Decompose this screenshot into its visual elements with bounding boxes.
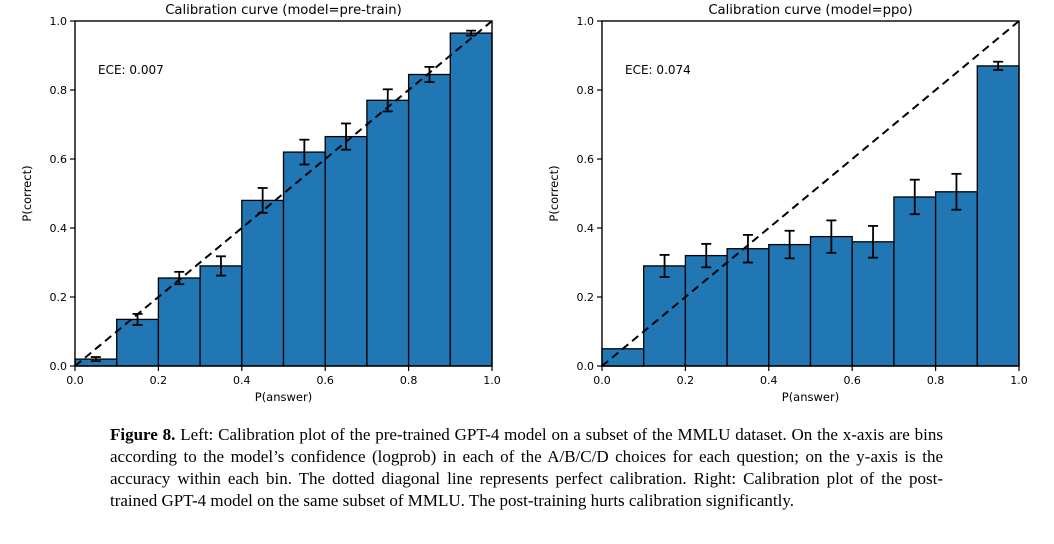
x-tick-label: 0.4: [233, 374, 251, 387]
chart-title: Calibration curve (model=ppo): [708, 3, 912, 18]
x-tick-label: 0.6: [843, 374, 861, 387]
y-tick-label: 0.6: [50, 153, 68, 166]
y-tick-label: 0.0: [577, 360, 595, 373]
histogram-bar: [893, 196, 937, 367]
x-tick-label: 0.2: [150, 374, 168, 387]
x-axis-label: P(answer): [255, 390, 312, 404]
error-bar: [826, 219, 837, 254]
error-bar: [909, 178, 920, 216]
histogram-bar: [976, 65, 1020, 367]
x-tick-label: 1.0: [483, 374, 501, 387]
y-tick-label: 1.0: [577, 15, 595, 28]
error-bar: [784, 229, 795, 260]
error-bar: [701, 242, 712, 269]
calibration-chart-ppo: 0.0 0.2 0.4 0.6 0.8 1.0 0.0 0.2 0.4 0.6 0.8 1.0 Cali…: [527, 0, 1054, 412]
ece-annotation: ECE: 0.074: [625, 63, 691, 77]
histogram-bar: [726, 248, 770, 367]
y-tick-label: 0.8: [50, 84, 68, 97]
error-bar: [424, 65, 435, 83]
y-axis-label: P(correct): [20, 165, 34, 221]
ece-annotation: ECE: 0.007: [98, 63, 164, 77]
figure-caption: Figure 8. Left: Calibration plot of the …: [110, 424, 943, 512]
error-bar: [659, 254, 670, 278]
y-tick-label: 1.0: [50, 15, 68, 28]
error-bar: [215, 255, 226, 277]
histogram-bar: [407, 73, 451, 367]
x-tick-label: 0.8: [400, 374, 418, 387]
chart-title: Calibration curve (model=pre-train): [165, 3, 402, 18]
error-bar: [341, 122, 352, 151]
error-bar: [742, 233, 753, 264]
error-bar: [382, 88, 393, 113]
calibration-chart-pretrain: 0.0 0.2 0.4 0.6 0.8 1.0 0.0 0.2 0.4 0.6 0.8 1.0 Cali…: [0, 0, 527, 412]
chart-canvas: 0.0 0.2 0.4 0.6 0.8 1.0 0.0 0.2 0.4 0.6 0.8 1.0 Cali…: [20, 3, 501, 404]
histogram-bar: [684, 254, 728, 367]
histogram-bar: [366, 99, 410, 367]
axes-spines: [601, 20, 1020, 367]
x-tick-label: 0.6: [316, 374, 334, 387]
histogram-bar: [601, 348, 645, 367]
error-bar: [299, 138, 310, 166]
x-axis-label: P(answer): [782, 390, 839, 404]
histogram-bar: [241, 199, 285, 367]
y-tick-label: 0.8: [577, 84, 595, 97]
histogram-bar: [934, 191, 978, 367]
error-bar: [174, 270, 185, 286]
x-tick-label: 0.0: [66, 374, 84, 387]
error-bar: [466, 29, 477, 37]
x-tick-label: 1.0: [1010, 374, 1028, 387]
histogram-bar: [324, 135, 368, 367]
charts-row: 0.0 0.2 0.4 0.6 0.8 1.0 0.0 0.2 0.4 0.6 0.8 1.0 Cali…: [0, 0, 1054, 412]
y-tick-label: 0.2: [50, 291, 68, 304]
error-bar: [90, 356, 101, 363]
chart-canvas: 0.0 0.2 0.4 0.6 0.8 1.0 0.0 0.2 0.4 0.6 0.8 1.0 Cali…: [547, 3, 1028, 404]
error-bar: [868, 225, 879, 259]
histogram-bar: [449, 32, 493, 367]
histogram-bar: [199, 265, 243, 367]
histogram-bar: [851, 241, 895, 367]
y-tick-label: 0.2: [577, 291, 595, 304]
y-tick-label: 0.6: [577, 153, 595, 166]
error-bar: [132, 313, 143, 326]
histogram-bar: [809, 235, 853, 367]
x-tick-label: 0.0: [593, 374, 611, 387]
figure-label: Figure 8.: [110, 425, 176, 444]
histogram-bar: [643, 265, 687, 367]
histogram-bar: [116, 318, 160, 367]
y-axis-label: P(correct): [547, 165, 561, 221]
error-bar: [993, 60, 1004, 71]
y-tick-label: 0.4: [50, 222, 68, 235]
y-tick-label: 0.0: [50, 360, 68, 373]
axes-spines: [74, 20, 493, 367]
x-tick-label: 0.2: [677, 374, 695, 387]
figure-caption-text: Left: Calibration plot of the pre-traine…: [110, 425, 943, 510]
histogram-bar: [768, 243, 812, 367]
error-bar: [257, 187, 268, 214]
histogram-bar: [282, 151, 326, 367]
x-tick-label: 0.4: [760, 374, 778, 387]
x-tick-label: 0.8: [927, 374, 945, 387]
histogram-bar: [157, 277, 201, 367]
y-tick-label: 0.4: [577, 222, 595, 235]
error-bar: [951, 172, 962, 211]
